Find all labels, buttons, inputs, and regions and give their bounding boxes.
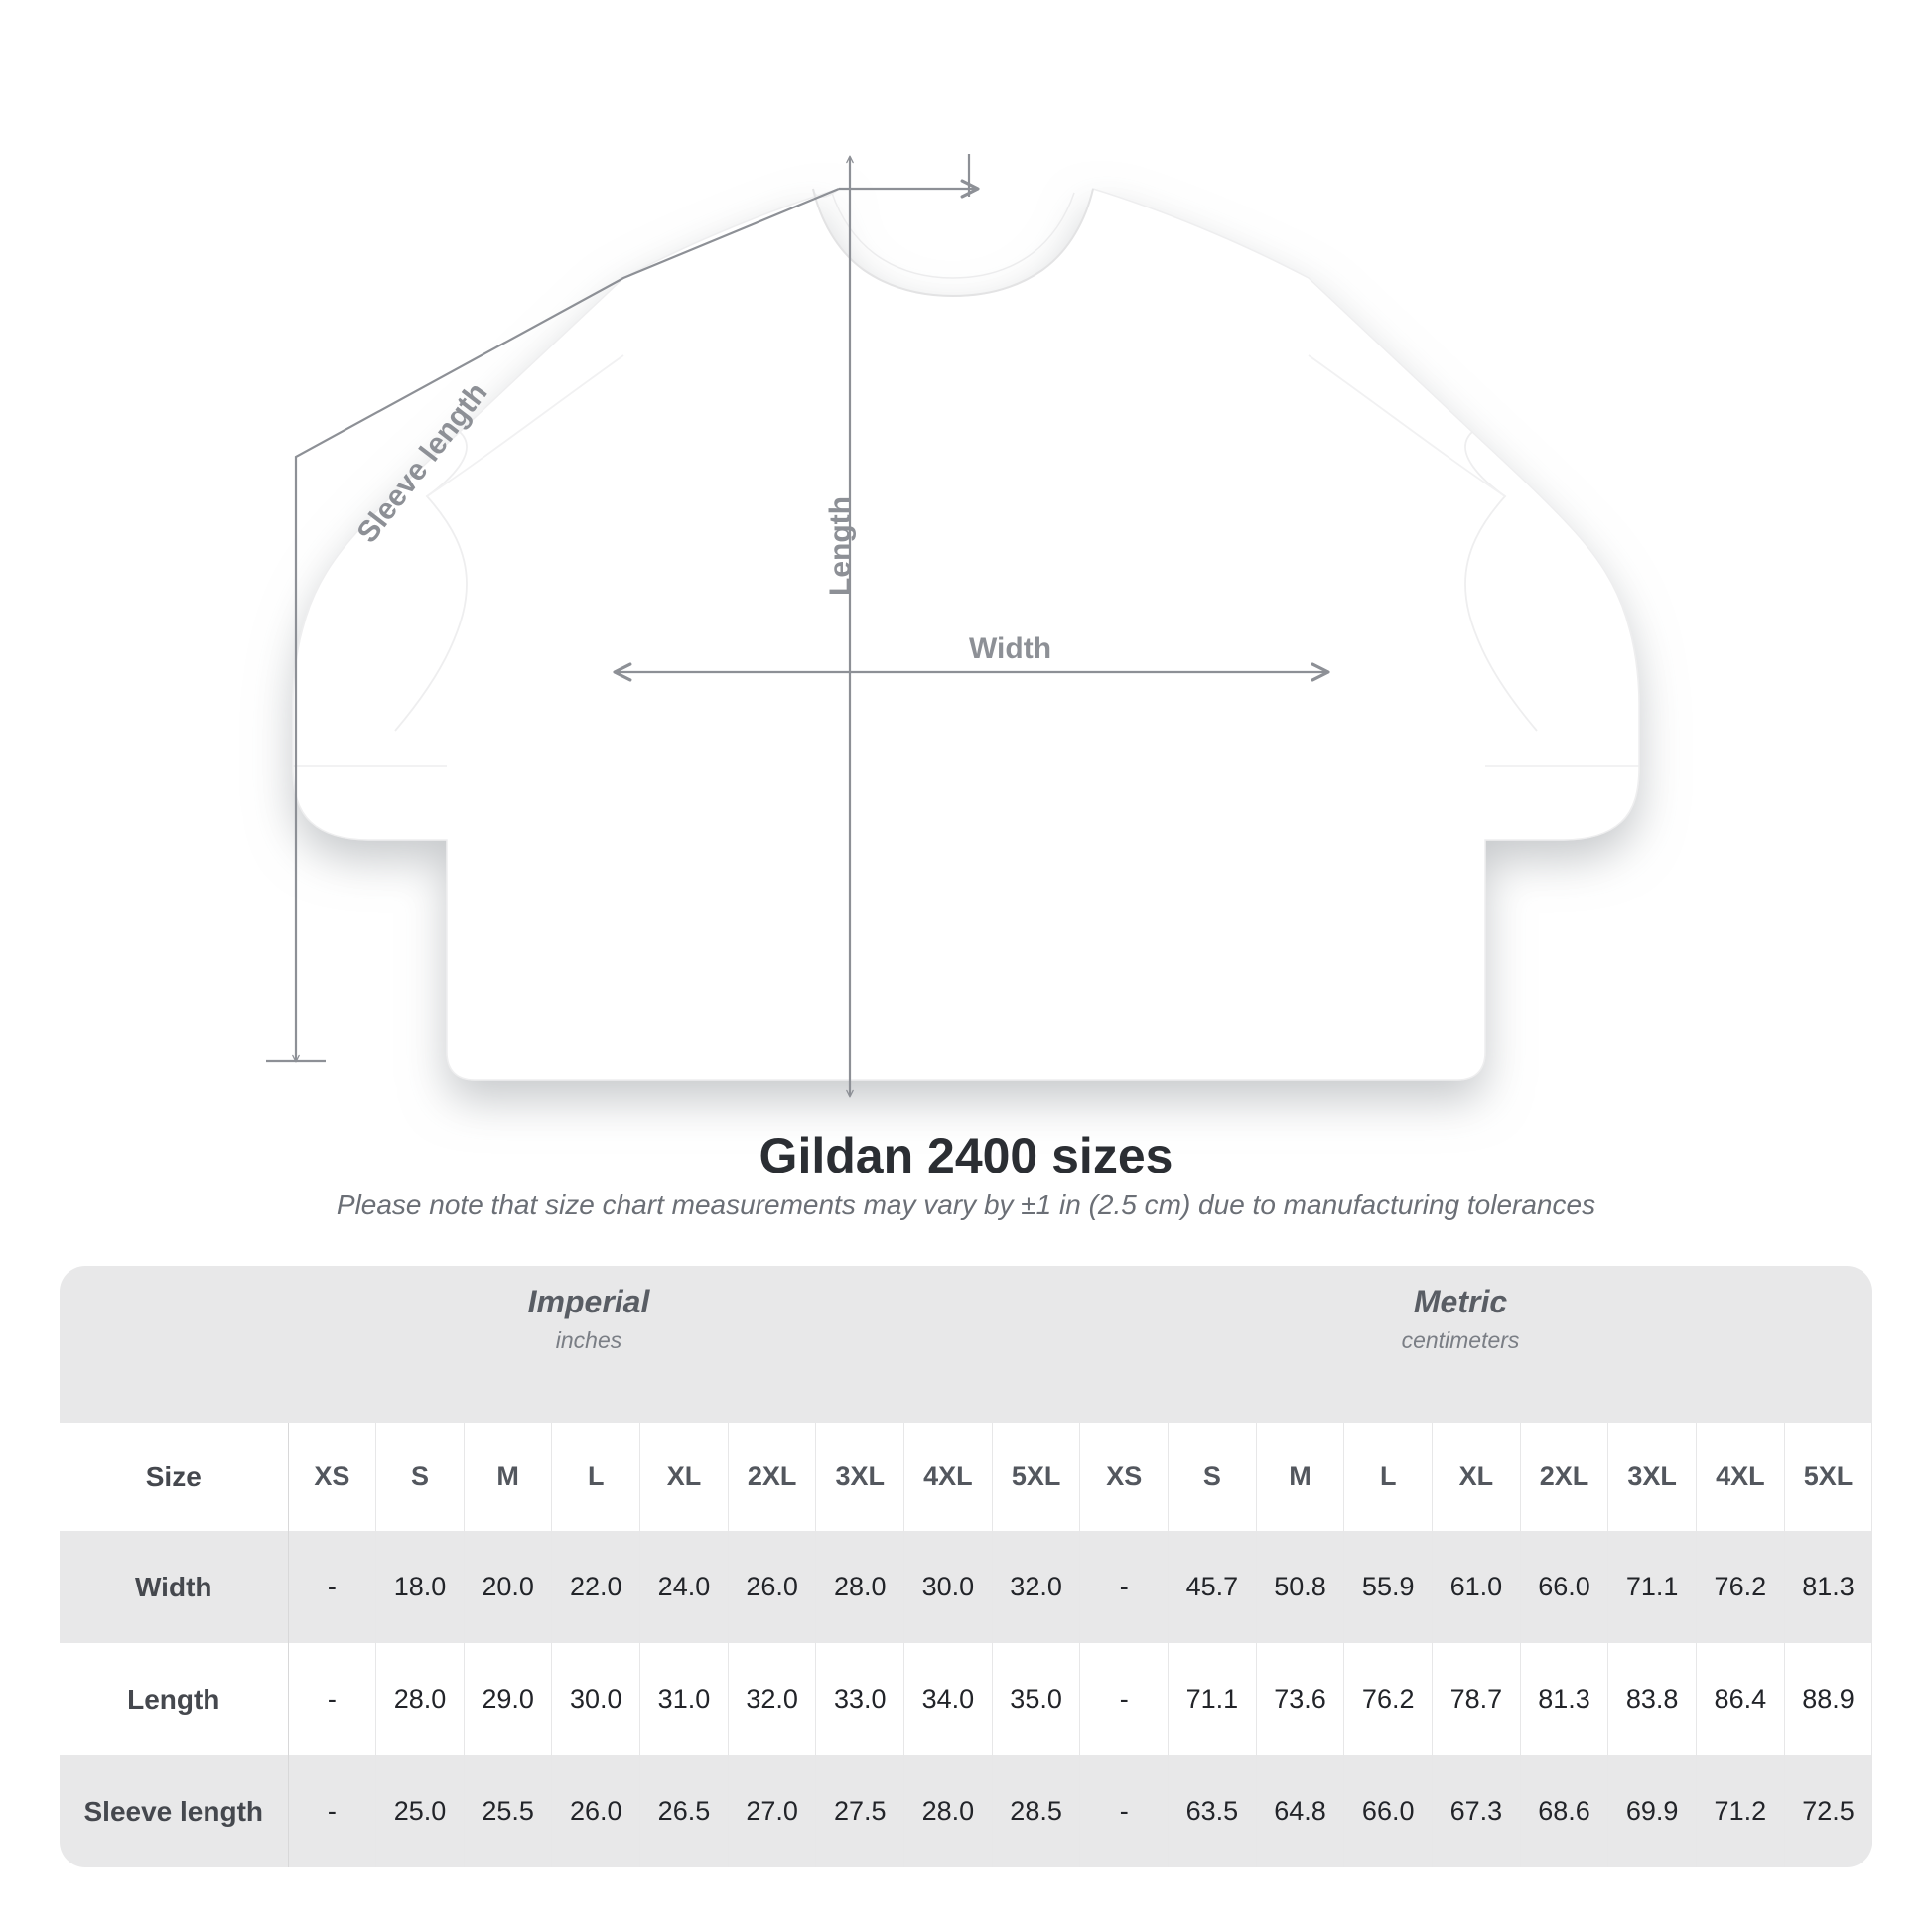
svg-text:Width: Width <box>969 632 1051 665</box>
svg-text:Length: Length <box>824 496 857 596</box>
